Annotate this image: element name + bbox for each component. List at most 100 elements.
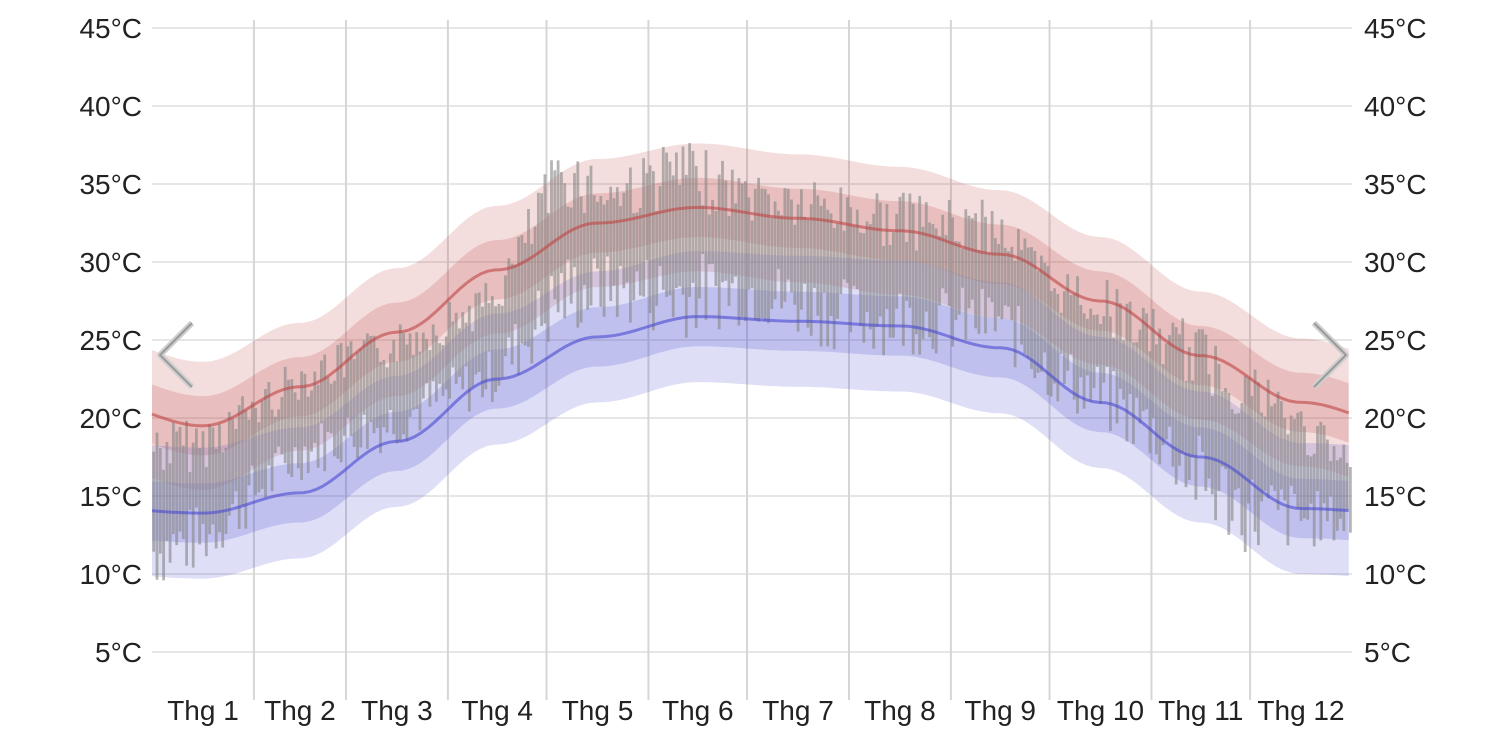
y-tick-label-right: 20°C xyxy=(1364,403,1427,434)
daily-bar xyxy=(1092,315,1096,389)
daily-bar xyxy=(316,384,320,468)
daily-bar xyxy=(898,196,902,294)
daily-bar xyxy=(918,195,922,355)
daily-bar xyxy=(392,340,396,435)
daily-bar xyxy=(1342,444,1346,532)
daily-bar xyxy=(1191,380,1194,458)
daily-bar xyxy=(819,205,823,347)
daily-bar xyxy=(1224,388,1227,470)
daily-bar xyxy=(648,165,652,314)
y-tick-label-right: 25°C xyxy=(1364,325,1427,356)
daily-bar xyxy=(760,188,764,318)
daily-bar xyxy=(451,321,455,368)
daily-bar xyxy=(441,345,445,396)
daily-bar xyxy=(714,210,718,286)
daily-bar xyxy=(862,233,866,343)
daily-bar xyxy=(921,226,925,340)
daily-bar xyxy=(1082,313,1086,409)
daily-bar xyxy=(793,224,797,305)
daily-bar xyxy=(425,338,428,384)
daily-bar xyxy=(329,383,333,434)
daily-bar xyxy=(964,209,968,340)
daily-bar xyxy=(642,158,645,297)
y-tick-label-right: 30°C xyxy=(1364,247,1427,278)
daily-bar xyxy=(1033,251,1037,379)
band-p10-p90-high xyxy=(152,143,1349,490)
daily-bar xyxy=(1214,345,1217,521)
daily-bar xyxy=(504,275,507,357)
daily-bar xyxy=(1339,457,1342,519)
daily-bar xyxy=(957,241,961,315)
daily-bar xyxy=(675,152,678,288)
daily-bar xyxy=(1105,280,1109,367)
daily-bar xyxy=(250,401,254,466)
daily-bar xyxy=(484,283,488,390)
daily-bar xyxy=(717,174,721,330)
daily-bar xyxy=(691,151,695,283)
daily-bar xyxy=(704,150,708,320)
daily-bar xyxy=(1243,375,1247,552)
daily-bar xyxy=(573,173,576,268)
daily-bar xyxy=(1247,377,1250,504)
daily-bar xyxy=(1201,329,1204,452)
daily-bar xyxy=(638,207,642,296)
daily-bar xyxy=(1059,312,1063,355)
daily-bar xyxy=(888,245,892,338)
daily-bar xyxy=(481,306,484,398)
daily-bar xyxy=(362,340,366,415)
daily-bar xyxy=(816,195,820,316)
next-button[interactable] xyxy=(1304,315,1358,395)
daily-bar xyxy=(1063,291,1066,384)
x-tick-label-month: Thg 5 xyxy=(562,695,634,726)
y-tick-label-left: 35°C xyxy=(79,169,142,200)
daily-bar xyxy=(1257,382,1260,546)
daily-bar xyxy=(744,181,747,322)
daily-bar xyxy=(1194,332,1198,500)
daily-bar xyxy=(1270,406,1273,486)
daily-bar xyxy=(1237,413,1240,489)
daily-bar xyxy=(1316,426,1319,491)
daily-bar xyxy=(1332,446,1336,541)
daily-bar xyxy=(343,377,346,436)
daily-bar xyxy=(1112,337,1116,372)
daily-bar xyxy=(1132,342,1135,444)
daily-bar xyxy=(523,243,527,346)
x-tick-label-month: Thg 8 xyxy=(864,695,936,726)
daily-bar xyxy=(612,198,616,286)
daily-bar xyxy=(1158,328,1162,465)
daily-bar xyxy=(527,209,530,347)
daily-bar xyxy=(382,360,386,428)
daily-bar xyxy=(606,200,609,257)
daily-bar xyxy=(734,203,737,277)
daily-bar xyxy=(1089,308,1093,402)
daily-bar xyxy=(448,302,451,399)
daily-bar xyxy=(283,366,287,464)
daily-bar xyxy=(678,185,682,287)
daily-bar xyxy=(730,169,734,284)
daily-bar xyxy=(895,213,899,309)
daily-bar xyxy=(1210,396,1214,495)
daily-bar xyxy=(162,469,165,581)
daily-bar xyxy=(1072,293,1076,400)
daily-bar xyxy=(333,380,336,457)
daily-bar xyxy=(980,199,984,289)
daily-bar xyxy=(652,171,655,331)
daily-bar xyxy=(280,397,284,455)
daily-bar xyxy=(385,367,389,433)
daily-bar xyxy=(632,213,636,301)
daily-bar xyxy=(1319,421,1323,541)
daily-bar xyxy=(1204,334,1208,491)
y-tick-label-left: 20°C xyxy=(79,403,142,434)
daily-bar xyxy=(609,186,613,301)
daily-bar xyxy=(947,199,951,306)
daily-bar xyxy=(310,390,313,452)
daily-bar xyxy=(1263,416,1267,491)
daily-bar xyxy=(908,193,912,308)
daily-bar xyxy=(934,228,938,354)
daily-bar xyxy=(938,235,941,306)
daily-bar xyxy=(809,204,813,336)
prev-button[interactable] xyxy=(148,315,202,395)
daily-bar xyxy=(783,188,787,302)
daily-bar xyxy=(398,324,402,442)
daily-bar xyxy=(1056,294,1060,402)
